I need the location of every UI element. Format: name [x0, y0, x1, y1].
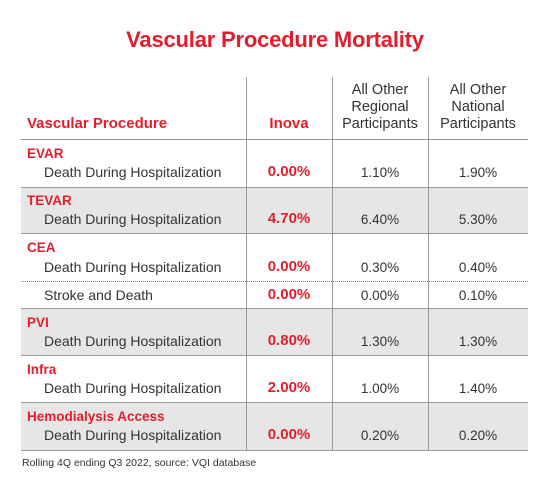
- header-regional-line: Participants: [342, 116, 418, 132]
- metric-label: Death During Hospitalization: [44, 427, 222, 443]
- column-divider-3: [428, 77, 429, 450]
- metric-label: Death During Hospitalization: [44, 259, 222, 275]
- national-value: 0.40%: [458, 260, 498, 275]
- row-band-hemodialysis: [21, 403, 528, 450]
- national-value: 1.30%: [458, 334, 498, 349]
- inova-value: 0.00%: [267, 163, 311, 180]
- national-value: 5.30%: [458, 212, 498, 227]
- page-title: Vascular Procedure Mortality: [126, 27, 424, 52]
- inova-value: 2.00%: [267, 379, 311, 396]
- inova-value: 4.70%: [267, 210, 311, 227]
- row-rule: [21, 233, 528, 234]
- header-procedure: Vascular Procedure: [27, 115, 168, 132]
- regional-value: 0.30%: [360, 260, 400, 275]
- regional-value: 1.00%: [360, 381, 400, 396]
- header-national-line: All Other: [449, 82, 507, 98]
- metric-label: Death During Hospitalization: [44, 164, 222, 180]
- metric-label: Death During Hospitalization: [44, 333, 222, 349]
- row-band-pvi: [21, 309, 528, 355]
- header-national-line: National: [451, 99, 505, 115]
- column-divider-1: [246, 77, 247, 450]
- metric-label: Death During Hospitalization: [44, 380, 222, 396]
- metric-label: Stroke and Death: [44, 287, 153, 303]
- row-rule: [21, 402, 528, 403]
- inova-value: 0.00%: [267, 426, 311, 443]
- row-rule: [21, 355, 528, 356]
- category-label: TEVAR: [27, 193, 72, 208]
- category-label: CEA: [27, 240, 56, 255]
- regional-value: 1.10%: [360, 165, 400, 180]
- header-rule: [21, 139, 528, 140]
- regional-value: 0.00%: [360, 288, 400, 303]
- row-band-tevar: [21, 188, 528, 233]
- row-rule: [21, 187, 528, 188]
- category-label: Infra: [27, 362, 57, 377]
- inova-value: 0.80%: [267, 332, 311, 349]
- national-value: 1.90%: [458, 165, 498, 180]
- category-label: Hemodialysis Access: [27, 409, 165, 424]
- row-rule-dotted: [21, 281, 528, 282]
- inova-value: 0.00%: [267, 286, 311, 303]
- header-national-line: Participants: [440, 116, 516, 132]
- header-regional: All Other Regional Participants: [332, 82, 428, 133]
- national-value: 0.20%: [458, 428, 498, 443]
- header-regional-line: Regional: [351, 99, 409, 115]
- category-label: PVI: [27, 315, 49, 330]
- regional-value: 1.30%: [360, 334, 400, 349]
- regional-value: 6.40%: [360, 212, 400, 227]
- category-label: EVAR: [27, 146, 64, 161]
- national-value: 0.10%: [458, 288, 498, 303]
- metric-label: Death During Hospitalization: [44, 211, 222, 227]
- table-bottom-rule: [21, 450, 528, 451]
- national-value: 1.40%: [458, 381, 498, 396]
- footnote: Rolling 4Q ending Q3 2022, source: VQI d…: [22, 457, 257, 469]
- header-national: All Other National Participants: [428, 82, 528, 133]
- regional-value: 0.20%: [360, 428, 400, 443]
- column-divider-2: [332, 77, 333, 450]
- header-regional-line: All Other: [351, 82, 409, 98]
- inova-value: 0.00%: [267, 258, 311, 275]
- header-inova: Inova: [269, 115, 309, 132]
- row-rule: [21, 308, 528, 309]
